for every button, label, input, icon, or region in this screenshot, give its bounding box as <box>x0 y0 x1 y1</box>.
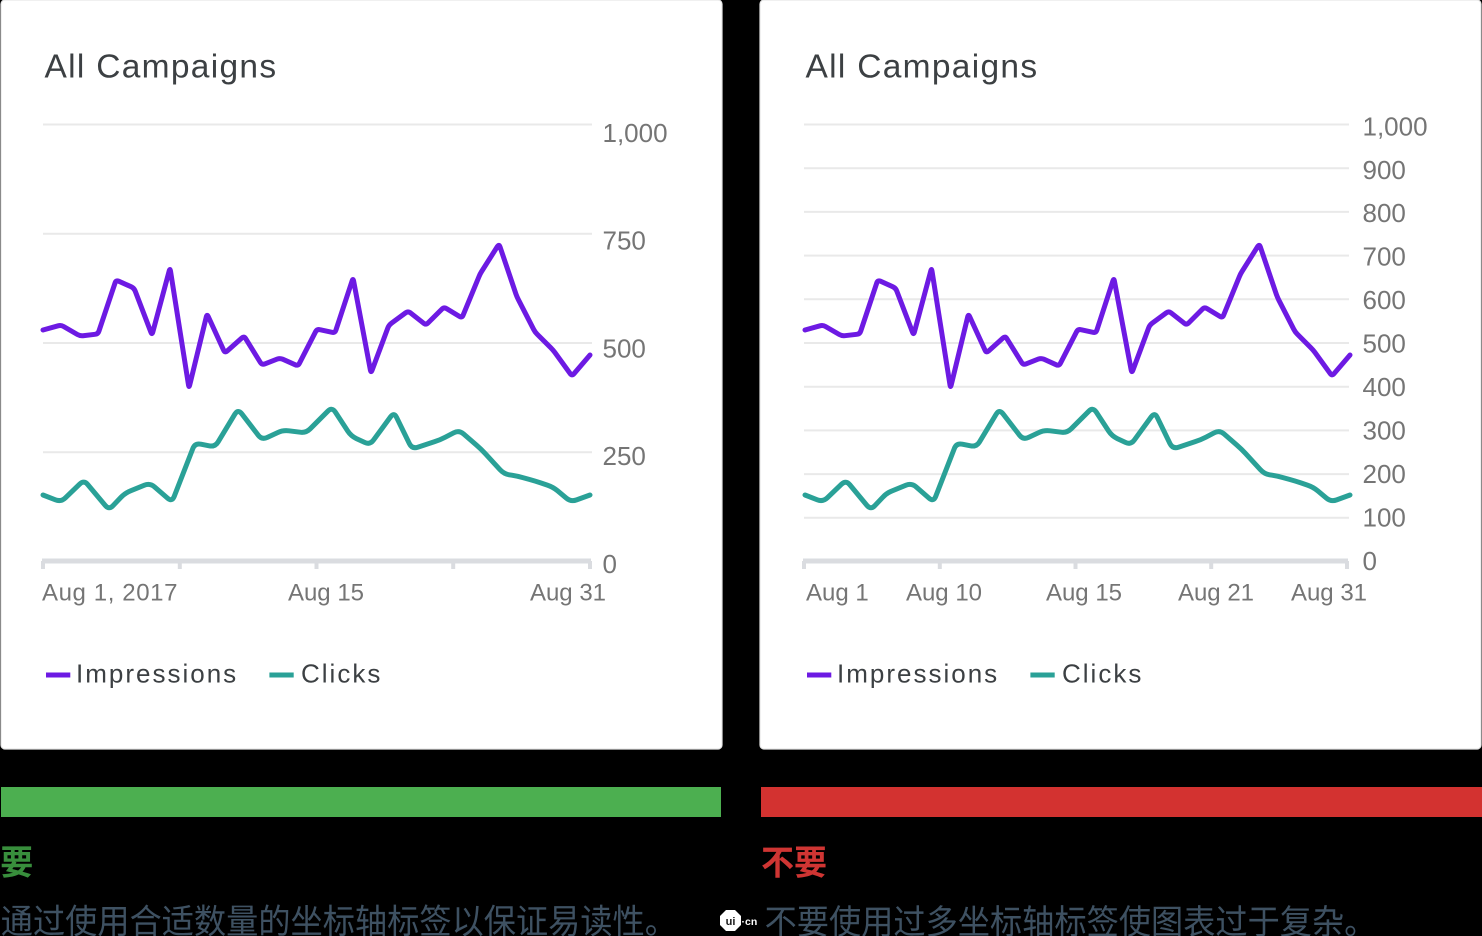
svg-text:ui: ui <box>726 916 736 928</box>
svg-text:900: 900 <box>1363 155 1406 185</box>
svg-text:800: 800 <box>1363 198 1406 228</box>
svg-text:750: 750 <box>603 226 646 256</box>
svg-text:Aug 1: Aug 1 <box>806 580 869 607</box>
svg-text:Aug 21: Aug 21 <box>1178 580 1254 607</box>
svg-text:Aug 10: Aug 10 <box>906 580 982 607</box>
svg-text:Impressions: Impressions <box>76 659 238 689</box>
svg-text:Aug 31: Aug 31 <box>530 580 606 607</box>
svg-text:250: 250 <box>603 441 646 471</box>
svg-text:Aug 15: Aug 15 <box>288 580 364 607</box>
svg-text:Clicks: Clicks <box>301 659 382 689</box>
svg-text:500: 500 <box>603 334 646 364</box>
svg-text:1,000: 1,000 <box>603 118 668 148</box>
svg-text:All Campaigns: All Campaigns <box>45 49 278 86</box>
svg-text:Aug 31: Aug 31 <box>1291 580 1367 607</box>
svg-text:0: 0 <box>603 549 617 579</box>
svg-text:All Campaigns: All Campaigns <box>806 49 1039 86</box>
svg-text:100: 100 <box>1363 502 1406 532</box>
svg-text:Clicks: Clicks <box>1062 659 1143 689</box>
svg-text:·cn: ·cn <box>742 916 758 928</box>
svg-text:700: 700 <box>1363 242 1406 272</box>
svg-text:Impressions: Impressions <box>837 659 999 689</box>
svg-text:200: 200 <box>1363 459 1406 489</box>
svg-text:Aug 1, 2017: Aug 1, 2017 <box>42 580 178 607</box>
svg-text:600: 600 <box>1363 285 1406 315</box>
svg-text:400: 400 <box>1363 372 1406 402</box>
svg-text:Aug 15: Aug 15 <box>1046 580 1122 607</box>
svg-text:300: 300 <box>1363 415 1406 445</box>
svg-text:0: 0 <box>1363 546 1377 576</box>
svg-text:500: 500 <box>1363 329 1406 359</box>
svg-text:1,000: 1,000 <box>1363 111 1428 141</box>
